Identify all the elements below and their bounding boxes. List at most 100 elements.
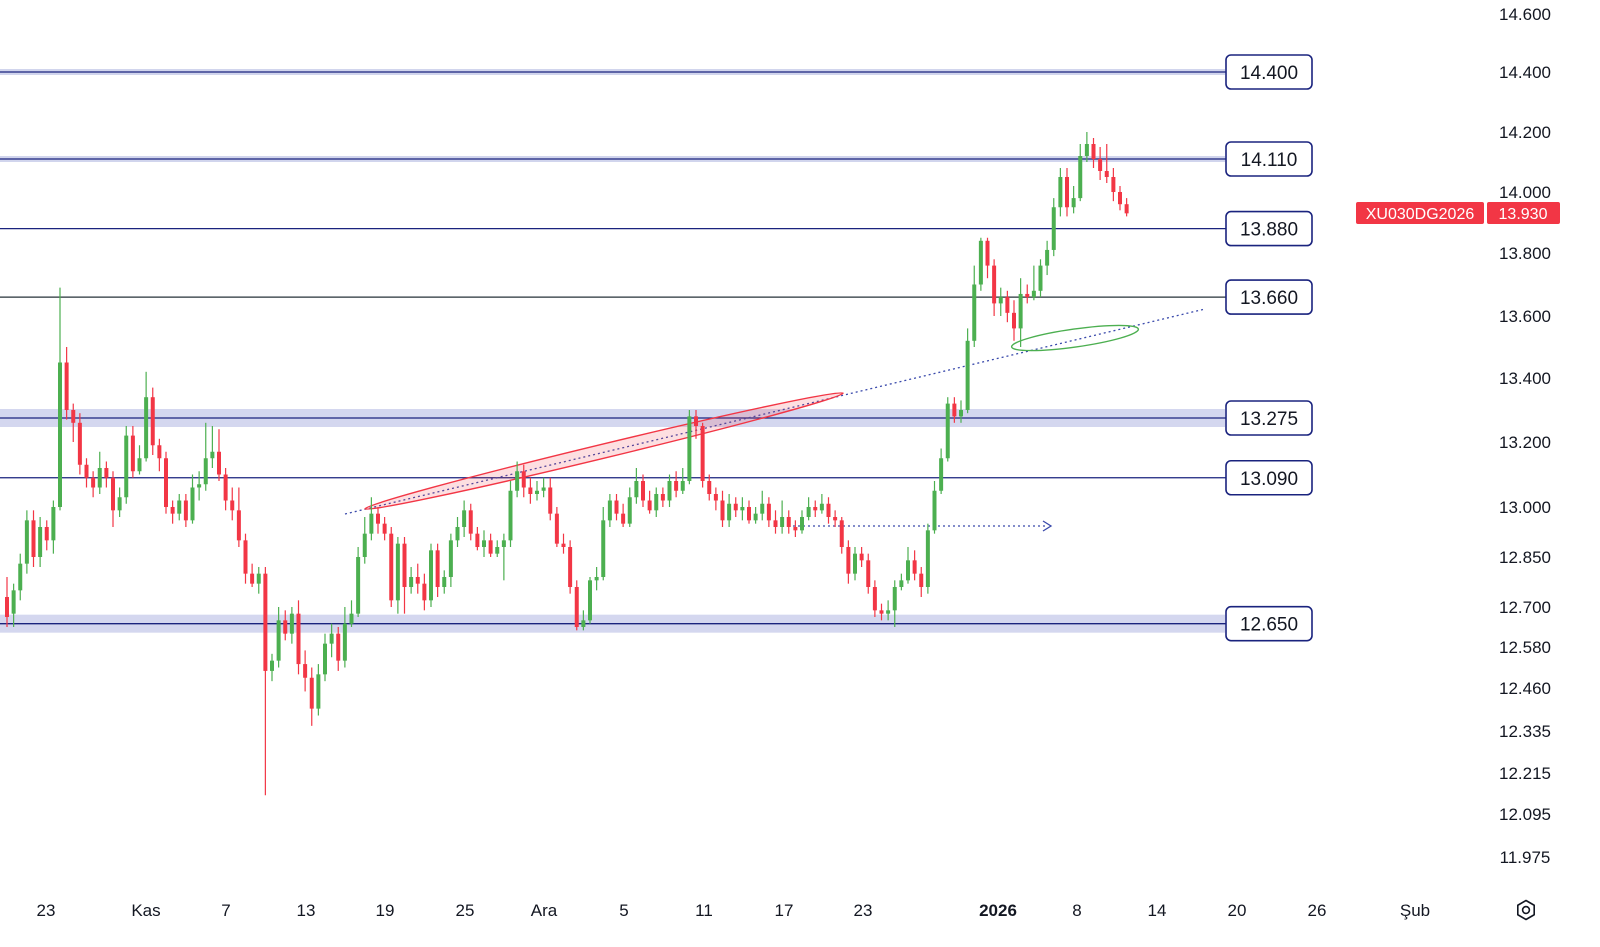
x-tick-label: Ara (531, 901, 558, 920)
candle-body (488, 540, 493, 554)
candle (296, 600, 301, 675)
candle-body (614, 500, 619, 514)
candle-body (117, 497, 122, 511)
candle (1065, 168, 1069, 217)
candle (455, 517, 460, 547)
candle-body (594, 577, 599, 581)
candle (256, 567, 261, 594)
candle-body (77, 422, 82, 465)
candle-body (111, 477, 115, 511)
candle-body (303, 664, 308, 678)
candle (495, 540, 500, 557)
candle-body (1065, 177, 1069, 208)
candle (124, 426, 129, 504)
candle-body (621, 513, 626, 524)
candle-body (1091, 144, 1096, 159)
candle-body (475, 533, 480, 547)
candle (488, 533, 493, 557)
candle-body (581, 620, 586, 627)
candle-body (647, 500, 652, 511)
candle-body (256, 573, 261, 584)
level-label-box[interactable] (1225, 279, 1313, 315)
candle-body (263, 573, 268, 671)
candle-body (24, 520, 29, 564)
candle (654, 487, 659, 517)
x-tick-label: Kas (131, 901, 160, 920)
level-label-text: 14.400 (1240, 63, 1298, 84)
candle-body (395, 543, 400, 601)
candle (250, 563, 255, 587)
candle (568, 540, 573, 594)
candle (230, 487, 235, 521)
y-tick-label: 12.580 (1499, 638, 1551, 657)
candle (415, 563, 420, 594)
candle (283, 610, 288, 641)
candle-body (733, 503, 738, 511)
candle-body (104, 468, 109, 478)
candle-body (753, 513, 758, 521)
candle (362, 517, 367, 564)
candle (826, 497, 831, 524)
candle (24, 510, 29, 574)
candle-body (289, 613, 294, 634)
candle-body (356, 557, 361, 614)
level-label-box[interactable] (1225, 210, 1313, 247)
candle-body (939, 458, 944, 491)
candle-body (826, 503, 831, 517)
level-label-box[interactable] (1225, 459, 1313, 496)
candle (442, 570, 447, 594)
candle (879, 603, 884, 621)
candle-body (501, 540, 506, 547)
candle-body (554, 513, 559, 544)
candle (356, 547, 361, 617)
candle (18, 553, 23, 601)
candle-body (362, 533, 367, 557)
level-label-text: 13.880 (1240, 220, 1298, 241)
horizontal-levels (0, 69, 1226, 625)
candle-body (687, 416, 692, 481)
price-axis[interactable]: 14.600 14.400 14.200 14.000 13.800 13.600 13.4… (1499, 5, 1551, 867)
candle (157, 438, 162, 472)
candle-body (197, 484, 202, 488)
level-label-box[interactable] (1225, 54, 1313, 90)
y-tick-label: 12.700 (1499, 598, 1551, 617)
candle-body (846, 547, 851, 574)
candle-body (853, 553, 857, 574)
candle-body (1124, 204, 1129, 214)
candle-body (270, 660, 274, 671)
candle (965, 328, 970, 414)
candle-body (925, 530, 930, 587)
candle (1058, 168, 1063, 217)
candle (111, 471, 115, 527)
level-label-text: 13.660 (1240, 288, 1298, 309)
green-ellipse-annotation (1010, 324, 1140, 352)
candle (1045, 240, 1050, 276)
y-tick-label: 12.850 (1499, 548, 1551, 567)
candle-body (150, 397, 155, 446)
candle-body (1045, 249, 1050, 266)
candle (985, 237, 990, 279)
candle-body (654, 494, 659, 511)
candle (853, 547, 857, 581)
candle (435, 543, 440, 597)
level-label-box[interactable] (1225, 400, 1313, 436)
candle (448, 533, 453, 587)
candle-body (323, 643, 327, 675)
candle (548, 477, 553, 521)
candle-body (402, 543, 407, 587)
candle (647, 490, 652, 514)
candle-body (1051, 207, 1056, 250)
candle (329, 623, 334, 658)
candle (800, 510, 804, 534)
candle (289, 607, 294, 644)
time-axis[interactable]: 23 Kas 7 13 19 25 Ara 5 11 17 23 2026 8 14 20 26 Şub (37, 901, 1431, 920)
level-label-box[interactable] (1225, 605, 1313, 642)
candle (806, 497, 811, 521)
candle-body (641, 481, 645, 501)
candle-body (972, 284, 977, 341)
candle-body (495, 547, 500, 554)
candle-body (462, 510, 467, 527)
level-label-box[interactable] (1225, 141, 1313, 177)
settings-gear-icon[interactable] (1513, 897, 1539, 923)
